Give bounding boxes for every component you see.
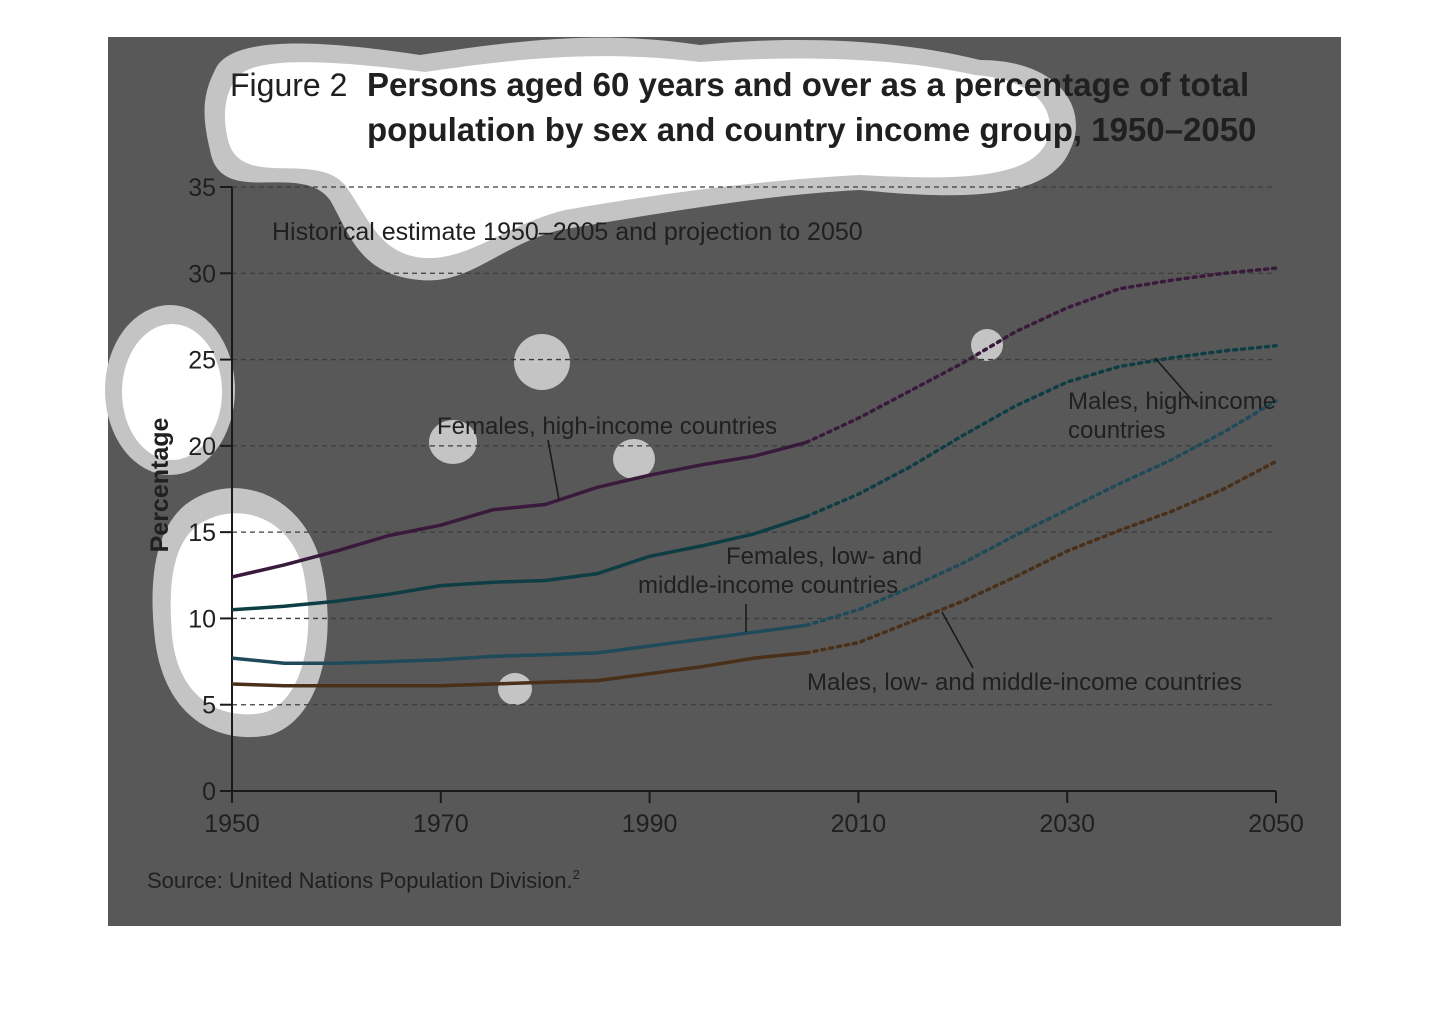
leader-males-high <box>1154 357 1199 408</box>
source-text: Source: United Nations Population Divisi… <box>147 868 573 893</box>
x-tick-label: 2050 <box>1248 810 1304 838</box>
figure-title-line2: population by sex and country income gro… <box>367 111 1256 148</box>
axes <box>231 187 1276 792</box>
series-line-projection <box>804 459 1278 655</box>
label-females-low-line1: Females, low- and <box>726 543 922 570</box>
y-tick-label: 25 <box>188 347 216 375</box>
y-ticks: 0 5 10 15 20 25 30 35 <box>188 174 232 806</box>
dot-blob-5 <box>498 673 532 705</box>
series-line-projection <box>804 399 1278 628</box>
y-axis-label: Percentage <box>146 418 174 553</box>
label-females-high: Females, high-income countries <box>437 413 777 440</box>
dot-blob-3 <box>613 439 655 479</box>
y-tick-label: 35 <box>188 174 216 202</box>
series-line-historical <box>231 623 807 666</box>
x-ticks: 1950 1970 1990 2010 2030 2050 <box>204 791 1304 838</box>
series-4 <box>231 459 1278 688</box>
y-tick-label: 15 <box>188 519 216 547</box>
dot-blob-2 <box>429 420 477 464</box>
source-superscript: 2 <box>573 867 580 882</box>
grid-lines <box>232 186 1276 706</box>
white-blob-inner <box>170 513 309 715</box>
x-tick-label: 1950 <box>204 810 260 838</box>
x-tick-label: 2010 <box>831 810 887 838</box>
dot-blob-4 <box>971 329 1003 361</box>
label-males-high-line1: Males, high-income <box>1068 388 1276 415</box>
series-1 <box>231 266 1278 579</box>
dot-blob-1 <box>514 334 570 390</box>
x-tick-label: 1990 <box>622 810 678 838</box>
y-tick-label: 10 <box>188 605 216 633</box>
figure-title-line1: Persons aged 60 years and over as a perc… <box>367 66 1249 103</box>
source-note: Source: United Nations Population Divisi… <box>147 867 580 893</box>
label-males-low: Males, low- and middle-income countries <box>807 669 1242 696</box>
series-lines <box>231 266 1278 688</box>
y-tick-label: 0 <box>202 778 216 806</box>
left-blob-inner <box>122 324 222 460</box>
figure-number: Figure 2 <box>230 67 347 103</box>
leader-females-high <box>547 439 560 501</box>
figure-subtitle: Historical estimate 1950–2005 and projec… <box>272 218 863 246</box>
series-2 <box>231 344 1278 612</box>
label-females-low-line2: middle-income countries <box>638 572 898 599</box>
y-tick-label: 20 <box>188 433 216 461</box>
label-males-high-line2: countries <box>1068 417 1165 444</box>
leader-males-low <box>941 611 974 669</box>
y-tick-label: 30 <box>188 260 216 288</box>
title-cloud-inner <box>224 56 1050 259</box>
series-line-historical <box>231 514 807 612</box>
series-line-historical <box>231 440 807 579</box>
x-tick-label: 2030 <box>1039 810 1095 838</box>
series-line-historical <box>231 651 807 688</box>
series-line-projection <box>804 266 1278 445</box>
decorative-blobs <box>105 37 1077 738</box>
y-tick-label: 5 <box>202 692 216 720</box>
annotation-leaders <box>547 357 1199 669</box>
series-line-projection <box>804 344 1278 519</box>
series-3 <box>231 399 1278 666</box>
x-tick-label: 1970 <box>413 810 469 838</box>
